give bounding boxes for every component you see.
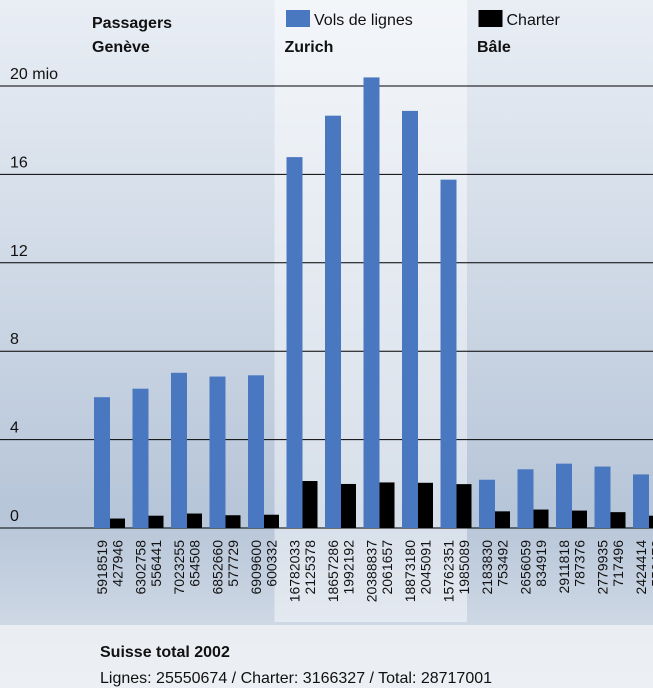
y-tick-label: 0 — [10, 508, 19, 525]
y-tick-label: 12 — [10, 243, 28, 260]
bar — [264, 514, 279, 528]
bar — [440, 179, 457, 528]
value-label: 2183830 — [479, 540, 495, 595]
bar — [456, 484, 472, 528]
legend-label: Vols de lignes — [314, 12, 413, 29]
value-label: 20388837 — [364, 540, 380, 603]
y-tick-label: 8 — [10, 331, 19, 348]
value-label: 1992192 — [341, 540, 357, 595]
value-label: 654508 — [187, 540, 203, 587]
y-tick-label: 4 — [10, 420, 19, 437]
bar — [402, 110, 418, 529]
bar — [132, 388, 149, 528]
bar — [572, 510, 587, 528]
value-label: 16782033 — [287, 540, 303, 603]
y-tick-label: 16 — [10, 154, 28, 171]
value-label: 15762351 — [441, 540, 457, 603]
value-label: 834919 — [533, 540, 549, 587]
value-label: 18873180 — [402, 540, 418, 603]
value-label: 6909600 — [248, 540, 264, 595]
value-label: 2045091 — [418, 540, 434, 595]
bar — [94, 397, 110, 528]
bar — [171, 372, 187, 528]
bar — [479, 479, 495, 528]
footer-panel — [0, 625, 653, 688]
bar — [248, 375, 264, 528]
bar — [495, 511, 510, 528]
legend-swatch — [286, 10, 310, 27]
group-label: Zurich — [285, 39, 334, 56]
bar — [225, 515, 241, 528]
bar — [517, 469, 534, 528]
bar — [286, 157, 303, 528]
bar — [325, 115, 341, 528]
value-label: 6852660 — [210, 540, 226, 595]
value-label: 717496 — [610, 540, 626, 587]
footer-text: Lignes: 25550674 / Charter: 3166327 / To… — [100, 670, 492, 687]
bar — [379, 482, 395, 528]
value-label: 5918519 — [94, 540, 110, 595]
value-label: 2656059 — [518, 540, 534, 595]
bar — [148, 515, 164, 528]
value-label: 556472 — [649, 540, 653, 587]
value-label: 2911818 — [556, 540, 572, 594]
value-label: 787376 — [572, 540, 588, 587]
value-label: 427946 — [110, 540, 126, 587]
bar — [363, 77, 380, 528]
bar — [610, 512, 626, 528]
bar — [110, 518, 125, 528]
bar — [302, 481, 318, 528]
bar — [633, 474, 649, 528]
value-label: 7023255 — [171, 540, 187, 595]
legend-swatch — [478, 10, 503, 27]
value-label: 1985089 — [456, 540, 472, 595]
footer-title: Suisse total 2002 — [100, 644, 230, 661]
legend-label: Charter — [507, 12, 561, 29]
bar — [187, 513, 202, 528]
bar — [209, 376, 226, 528]
value-label: 2125378 — [302, 540, 318, 595]
value-label: 2424414 — [633, 540, 649, 595]
value-label: 753492 — [495, 540, 511, 587]
bar — [556, 463, 572, 528]
value-label: 18657286 — [325, 540, 341, 603]
y-tick-label: 20 mio — [10, 66, 58, 83]
value-label: 577729 — [225, 540, 241, 587]
group-label: Bâle — [477, 39, 511, 56]
bar — [533, 509, 549, 528]
value-label: 556441 — [148, 540, 164, 587]
bar — [341, 483, 356, 528]
bar — [594, 466, 611, 528]
group-label: Genève — [92, 39, 150, 56]
value-label: 2061657 — [379, 540, 395, 595]
value-label: 2779935 — [595, 540, 611, 595]
chart-title: Passagers — [92, 15, 172, 32]
bar — [649, 515, 653, 528]
value-label: 600332 — [264, 540, 280, 587]
bar — [418, 482, 433, 528]
value-label: 6302758 — [133, 540, 149, 595]
